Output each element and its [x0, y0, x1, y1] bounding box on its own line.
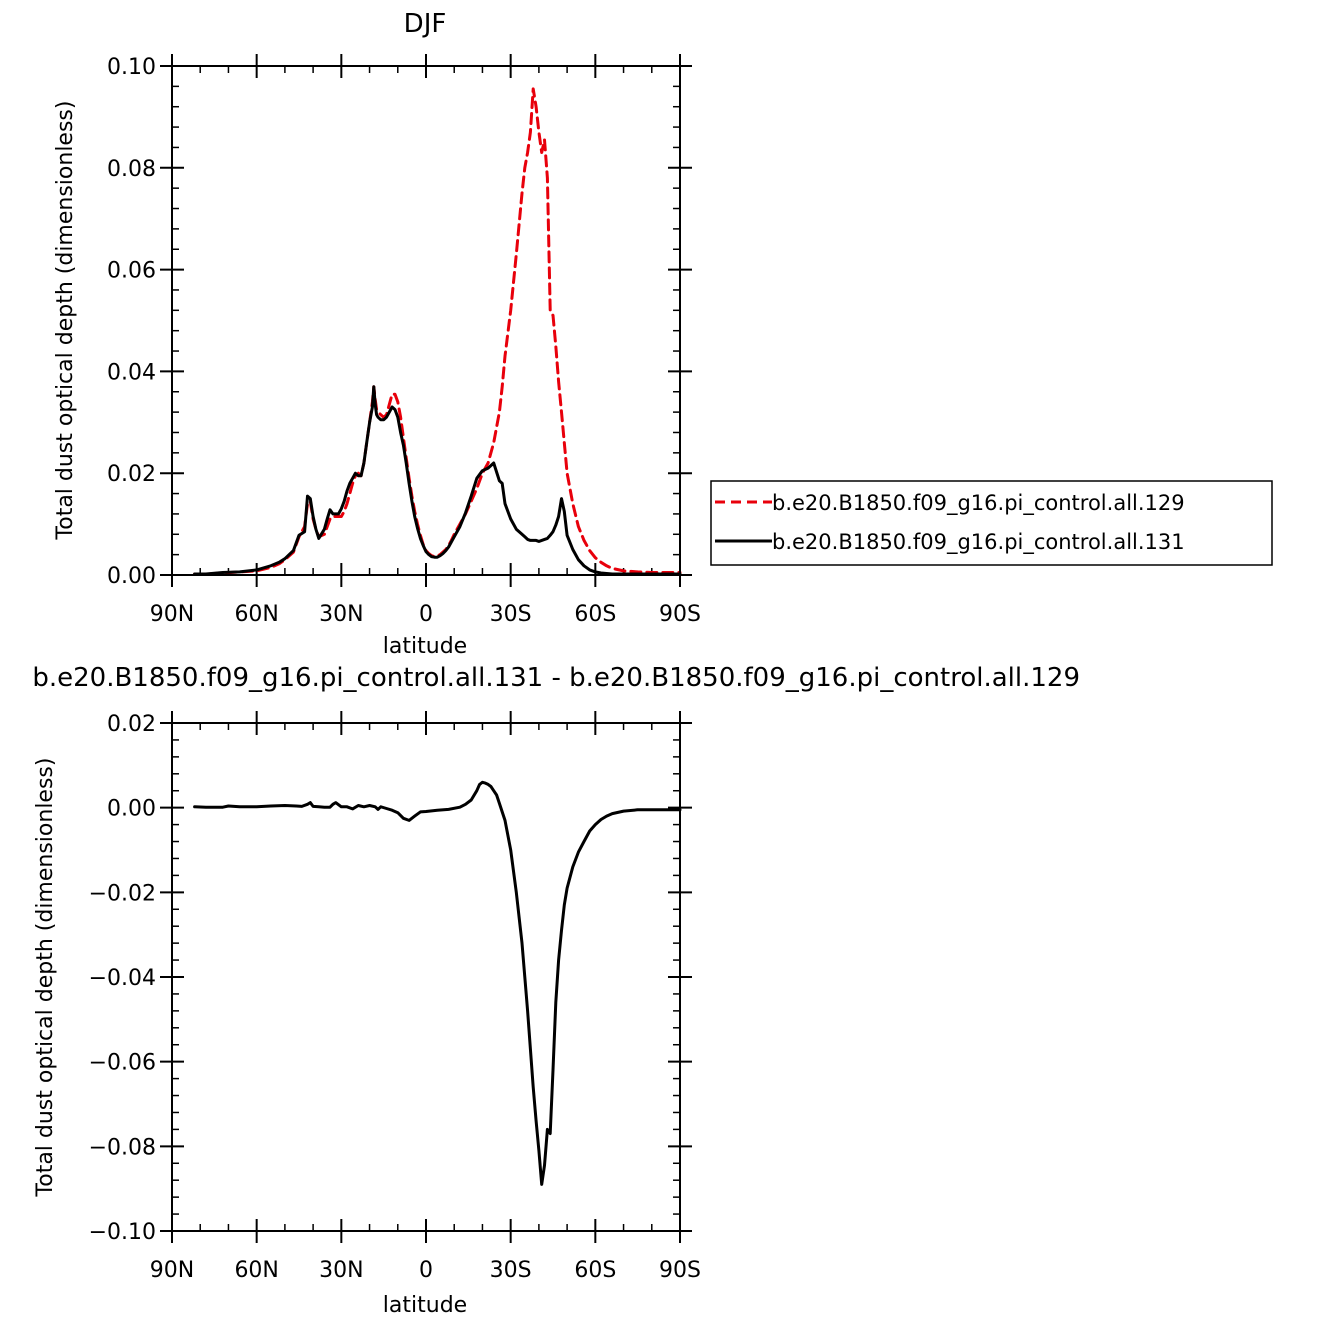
- bottom-y-tick-label: 0.00: [107, 797, 156, 822]
- bottom-chart-title: b.e20.B1850.f09_g16.pi_control.all.131 -…: [32, 663, 1080, 693]
- top-y-tick-label: 0.02: [107, 462, 156, 487]
- bottom-tick-labels: 0.02 0.00 −0.02 −0.04 −0.06 −0.08 −0.10 90N 60N 3…: [89, 712, 701, 1283]
- top-x-tick-label: 0: [419, 602, 433, 627]
- top-y-tick-label: 0.08: [107, 157, 156, 182]
- bottom-x-axis-label: latitude: [383, 1293, 467, 1318]
- bottom-x-tick-label: 60N: [234, 1258, 278, 1283]
- top-y-tick-label: 0.04: [107, 360, 156, 385]
- top-x-tick-label: 60N: [234, 602, 278, 627]
- bottom-y-tick-label: −0.02: [89, 881, 156, 906]
- bottom-y-tick-label: −0.06: [89, 1051, 156, 1076]
- bottom-plot-frame: [171, 722, 681, 1232]
- top-x-axis-label: latitude: [383, 634, 467, 659]
- bottom-y-tick-label: −0.04: [89, 966, 156, 991]
- bottom-y-tick-label: −0.08: [89, 1135, 156, 1160]
- top-x-tick-label: 90N: [150, 602, 194, 627]
- top-x-tick-label: 60S: [574, 602, 616, 627]
- top-x-tick-label: 30N: [319, 602, 363, 627]
- top-y-tick-label: 0.00: [107, 564, 156, 589]
- top-chart-title: DJF: [404, 9, 447, 39]
- bottom-x-tick-label: 60S: [574, 1258, 616, 1283]
- bottom-y-tick-label: 0.02: [107, 712, 156, 737]
- bottom-panel: b.e20.B1850.f09_g16.pi_control.all.131 -…: [32, 663, 1080, 1318]
- bottom-x-tick-label: 90N: [150, 1258, 194, 1283]
- top-x-tick-label: 90S: [659, 602, 701, 627]
- legend-label-131: b.e20.B1850.f09_g16.pi_control.all.131: [772, 530, 1185, 555]
- top-series-line-1: [193, 385, 682, 576]
- bottom-x-tick-label: 30N: [319, 1258, 363, 1283]
- top-axis-ticks: [160, 54, 692, 587]
- bottom-x-tick-label: 30S: [490, 1258, 532, 1283]
- top-y-axis-label: Total dust optical depth (dimensionless): [53, 101, 78, 541]
- top-plot-frame: [171, 65, 681, 576]
- bottom-series-group: [193, 780, 682, 1186]
- top-series-group: [193, 87, 682, 576]
- top-x-tick-label: 30S: [490, 602, 532, 627]
- legend-box: [710, 480, 1273, 566]
- bottom-x-tick-label: 90S: [659, 1258, 701, 1283]
- legend-label-129: b.e20.B1850.f09_g16.pi_control.all.129: [772, 491, 1185, 516]
- top-tick-labels: 0.00 0.02 0.04 0.06 0.08 0.10 90N 60N 30N 0 30S 60S…: [107, 55, 701, 627]
- bottom-y-tick-label: −0.10: [89, 1220, 156, 1245]
- bottom-y-axis-label: Total dust optical depth (dimensionless): [33, 758, 58, 1198]
- top-series-line-0: [193, 87, 682, 576]
- bottom-x-tick-label: 0: [419, 1258, 433, 1283]
- top-y-tick-label: 0.06: [107, 259, 156, 284]
- bottom-series-line-0: [193, 780, 682, 1186]
- top-panel: DJF Total dust optical depth (dimensionl…: [53, 9, 701, 659]
- top-y-tick-label: 0.10: [107, 55, 156, 80]
- legend: b.e20.B1850.f09_g16.pi_control.all.129 b…: [710, 480, 1273, 566]
- bottom-axis-ticks: [160, 711, 692, 1243]
